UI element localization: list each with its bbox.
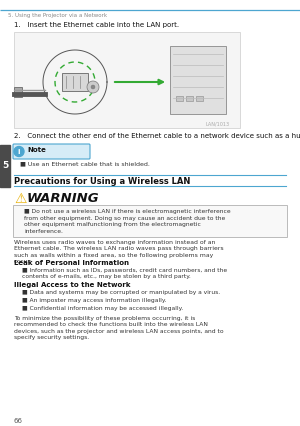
Text: ■ Use an Ethernet cable that is shielded.: ■ Use an Ethernet cable that is shielded… [20, 161, 150, 166]
FancyBboxPatch shape [176, 96, 183, 101]
Bar [0, 145, 10, 187]
Text: Wireless uses radio waves to exchange information instead of an
Ethernet cable. : Wireless uses radio waves to exchange in… [14, 240, 223, 264]
FancyBboxPatch shape [13, 144, 90, 159]
Text: ■ Information such as IDs, passwords, credit card numbers, and the
contents of e: ■ Information such as IDs, passwords, cr… [22, 268, 227, 279]
Text: 2.   Connect the other end of the Ethernet cable to a network device such as a h: 2. Connect the other end of the Ethernet… [14, 133, 300, 139]
Text: ■ Data and systems may be corrupted or manipulated by a virus.: ■ Data and systems may be corrupted or m… [22, 290, 220, 295]
Circle shape [87, 81, 99, 93]
FancyBboxPatch shape [13, 205, 287, 237]
Text: Leak of Personal Information: Leak of Personal Information [14, 260, 129, 266]
FancyBboxPatch shape [186, 96, 193, 101]
Text: Illegal Access to the Network: Illegal Access to the Network [14, 282, 130, 288]
FancyBboxPatch shape [14, 87, 22, 97]
Text: Note: Note [27, 147, 46, 153]
Circle shape [91, 85, 95, 89]
Text: 66: 66 [14, 418, 23, 424]
Text: Precautions for Using a Wireless LAN: Precautions for Using a Wireless LAN [14, 177, 190, 186]
Text: WARNING: WARNING [27, 192, 100, 205]
Text: i: i [18, 149, 20, 155]
Text: 5: 5 [2, 161, 8, 170]
Text: ⚠: ⚠ [14, 192, 26, 206]
Circle shape [14, 147, 24, 156]
FancyBboxPatch shape [196, 96, 203, 101]
Text: 5. Using the Projector via a Network: 5. Using the Projector via a Network [8, 13, 107, 18]
Text: LAN/1013: LAN/1013 [206, 121, 230, 126]
Text: ■ An imposter may access information illegally.: ■ An imposter may access information ill… [22, 298, 167, 303]
Text: ■ Confidential information may be accessed illegally.: ■ Confidential information may be access… [22, 306, 183, 311]
FancyBboxPatch shape [62, 73, 88, 91]
Bar [14, 32, 240, 128]
Text: ■ Do not use a wireless LAN if there is electromagnetic interference
from other : ■ Do not use a wireless LAN if there is … [24, 209, 231, 234]
Text: To minimize the possibility of these problems occurring, it is
recommended to ch: To minimize the possibility of these pro… [14, 316, 223, 340]
Text: 1.   Insert the Ethernet cable into the LAN port.: 1. Insert the Ethernet cable into the LA… [14, 22, 179, 28]
FancyBboxPatch shape [170, 46, 226, 114]
